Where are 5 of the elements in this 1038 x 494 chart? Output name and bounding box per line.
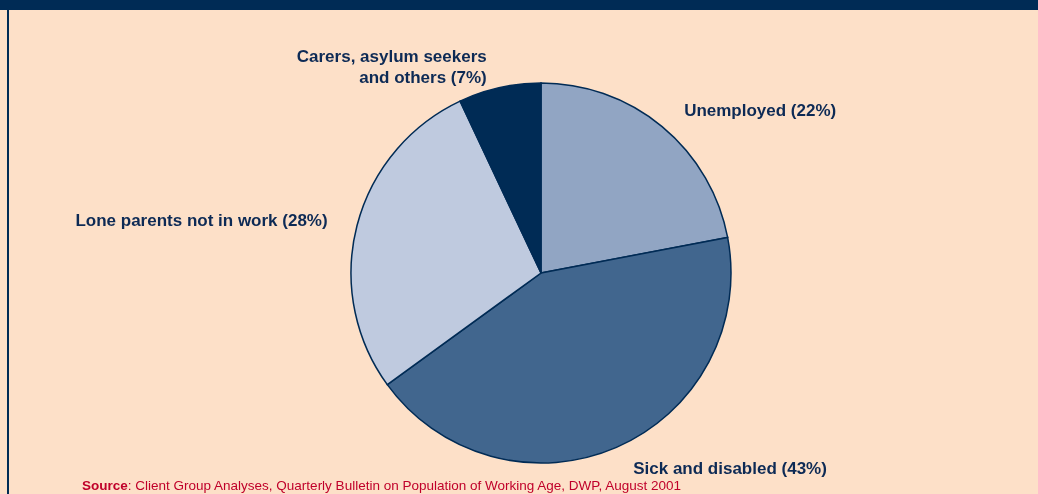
- slice-label: Sick and disabled (43%): [633, 458, 827, 478]
- slice-label: Lone parents not in work (28%): [75, 211, 328, 231]
- slice-label: Unemployed (22%): [684, 100, 837, 120]
- slice-label: Carers, asylum seekers and others (7%): [296, 46, 487, 87]
- source-note: Source: Client Group Analyses, Quarterly Bulletin on Population of Working Age, DWP, August 2001: [82, 478, 682, 493]
